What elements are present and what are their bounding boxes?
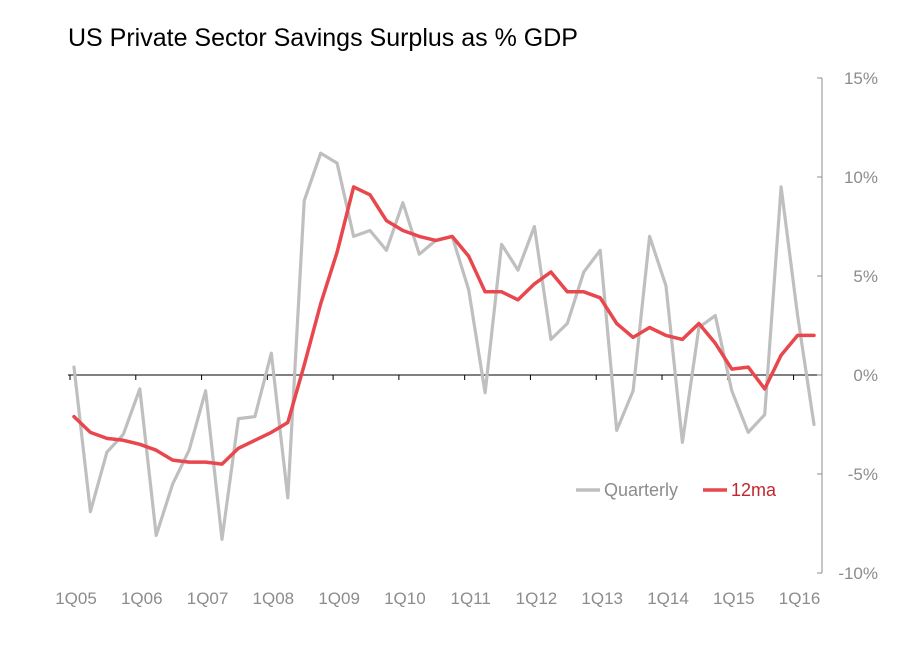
x-tick-label: 1Q12 <box>516 589 558 608</box>
series-line-quarterly <box>72 151 816 541</box>
x-tick-label: 1Q09 <box>318 589 360 608</box>
legend-label: Quarterly <box>604 480 678 500</box>
x-tick-label: 1Q13 <box>581 589 623 608</box>
x-tick-label: 1Q14 <box>647 589 689 608</box>
x-tick-label: 1Q15 <box>713 589 755 608</box>
series-layer <box>72 151 816 541</box>
chart-axes: 15% 10% 5% 0% -5% -10% 1Q05 1Q06 1Q07 1Q08 1Q09 1Q1… <box>55 69 878 608</box>
y-tick-label: -5% <box>848 465 878 484</box>
x-tick-label: 1Q11 <box>451 589 491 608</box>
chart-legend: Quarterly 12ma <box>576 480 777 500</box>
x-tick-label: 1Q16 <box>779 589 821 608</box>
chart-title: US Private Sector Savings Surplus as % G… <box>68 24 578 52</box>
y-tick-label: 0% <box>853 366 878 385</box>
y-tick-label: 10% <box>844 168 878 187</box>
x-tick-label: 1Q10 <box>384 589 426 608</box>
series-line-12ma <box>72 185 816 466</box>
legend-label: 12ma <box>731 480 777 500</box>
x-tick-label: 1Q05 <box>55 589 97 608</box>
x-tick-label: 1Q08 <box>253 589 295 608</box>
y-tick-label: 15% <box>844 69 878 88</box>
x-tick-label: 1Q06 <box>121 589 163 608</box>
y-tick-label: -10% <box>838 564 878 583</box>
y-tick-label: 5% <box>853 267 878 286</box>
x-tick-label: 1Q07 <box>187 589 229 608</box>
